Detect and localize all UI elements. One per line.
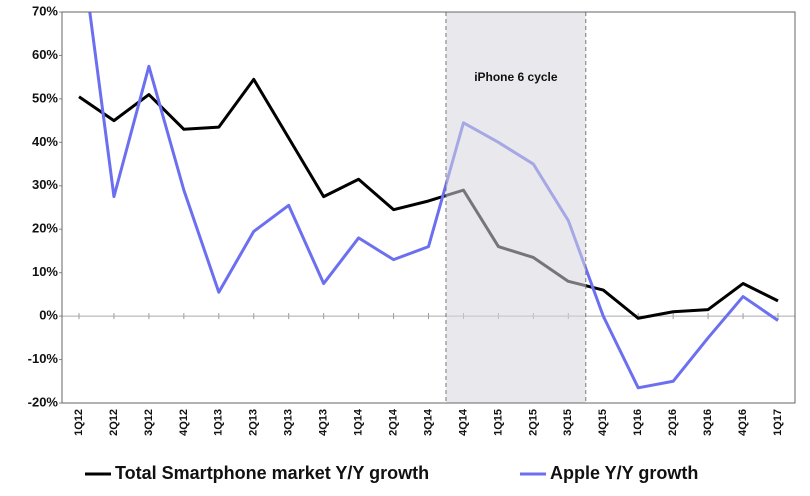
- y-tick-label: 70%: [32, 3, 58, 18]
- x-tick-label: 1Q14: [353, 408, 365, 436]
- y-tick-label: 60%: [32, 47, 58, 62]
- x-tick-label: 2Q15: [527, 409, 539, 436]
- legend-label: Total Smartphone market Y/Y growth: [115, 463, 429, 483]
- x-tick-label: 4Q13: [318, 409, 330, 436]
- plot-frame: [61, 11, 796, 404]
- x-tick-label: 2Q13: [248, 409, 260, 436]
- x-tick-label: 3Q16: [702, 409, 714, 436]
- y-tick-label: -10%: [28, 351, 59, 366]
- x-tick-label: 4Q15: [597, 409, 609, 436]
- x-tick-label: 4Q14: [457, 408, 469, 436]
- x-tick-label: 1Q13: [213, 409, 225, 436]
- x-tick-label: 1Q16: [632, 409, 644, 436]
- x-tick-label: 4Q12: [178, 409, 190, 436]
- y-tick-label: 0%: [39, 308, 58, 323]
- annotation: iPhone 6 cycle: [474, 70, 558, 84]
- highlight-band: [445, 12, 586, 403]
- y-tick-label: 30%: [32, 177, 58, 192]
- x-tick-label: 3Q15: [562, 409, 574, 436]
- legend-label: Apple Y/Y growth: [550, 463, 698, 483]
- series-line: [78, 77, 779, 320]
- y-tick-label: -20%: [28, 394, 59, 409]
- x-tick-label: 4Q16: [737, 409, 749, 436]
- x-tick-label: 1Q17: [772, 409, 784, 436]
- x-tick-label: 1Q15: [492, 409, 504, 436]
- x-tick-label: 3Q12: [143, 409, 155, 436]
- y-tick-label: 40%: [32, 134, 58, 149]
- series-line: [88, 12, 779, 390]
- x-tick-label: 3Q13: [283, 409, 295, 436]
- x-tick-label: 2Q14: [387, 408, 399, 436]
- x-tick-label: 2Q16: [667, 409, 679, 436]
- x-tick-label: 1Q12: [73, 409, 85, 436]
- y-tick-label: 50%: [32, 90, 58, 105]
- x-tick-label: 2Q12: [108, 409, 120, 436]
- x-tick-label: 3Q14: [422, 408, 434, 436]
- y-tick-label: 20%: [32, 221, 58, 236]
- y-tick-label: 10%: [32, 264, 58, 279]
